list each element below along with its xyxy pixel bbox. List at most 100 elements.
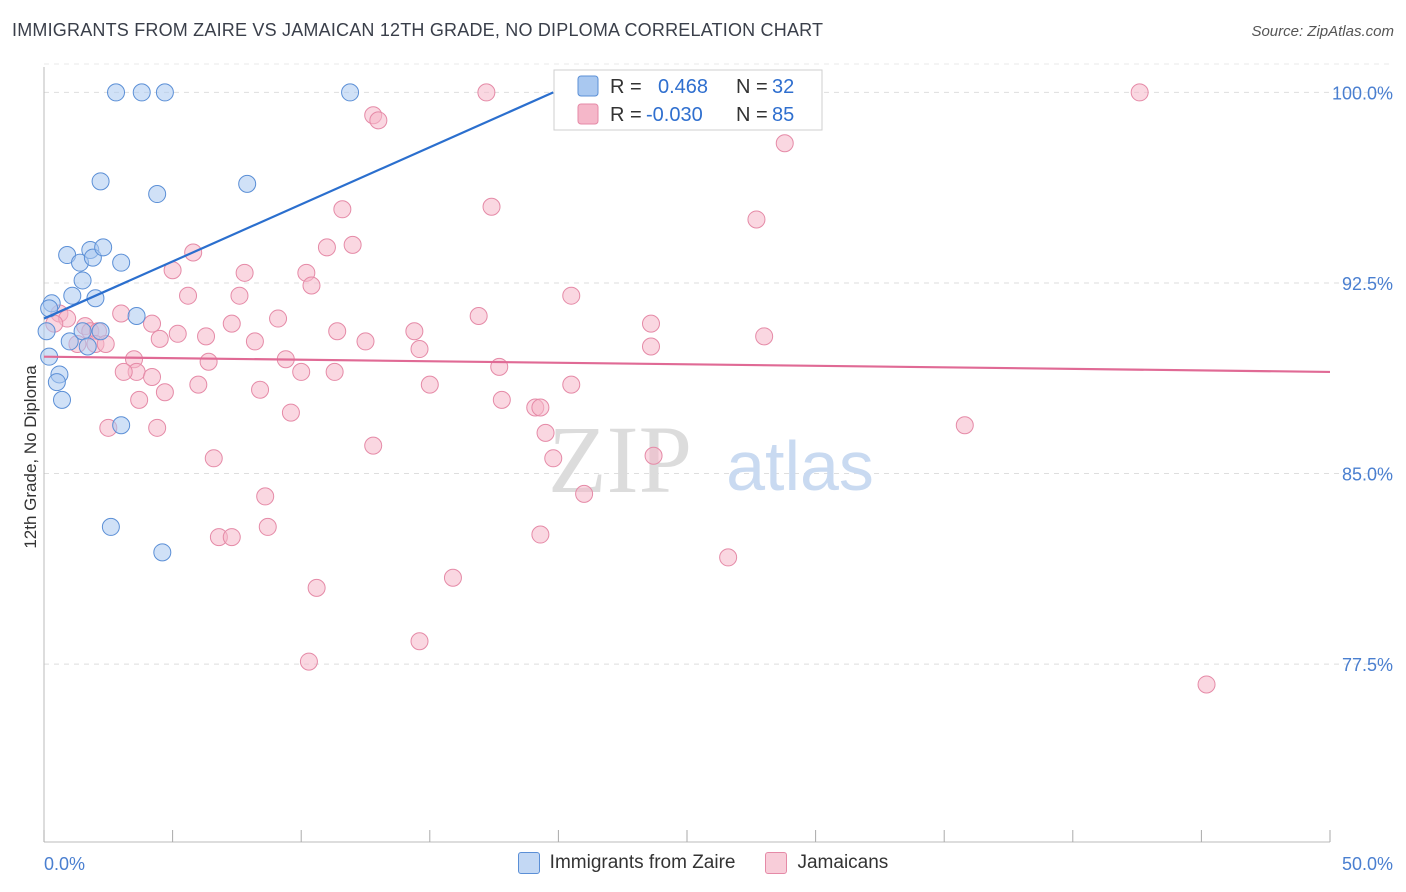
stats-legend: R = 0.468 N = 32 R = -0.030 N = 85 bbox=[553, 69, 823, 131]
axes bbox=[43, 67, 1331, 843]
jamaicans-point bbox=[317, 238, 336, 257]
jamaicans-point bbox=[1197, 675, 1216, 694]
zaire-point bbox=[37, 322, 56, 341]
y-axis-label: 12th Grade, No Diploma bbox=[21, 365, 40, 549]
jamaicans-point bbox=[258, 517, 277, 536]
jamaicans-point bbox=[114, 362, 133, 381]
jamaicans-point bbox=[222, 314, 241, 333]
zaire-point bbox=[63, 286, 82, 305]
zaire-point bbox=[127, 307, 146, 326]
y-tick-label: 92.5% bbox=[1342, 274, 1393, 294]
zaire-point bbox=[341, 83, 360, 102]
jamaicans-point bbox=[197, 327, 216, 346]
legend-swatch-jamaicans bbox=[577, 103, 599, 125]
legend-item-zaire: Immigrants from Zaire bbox=[517, 852, 736, 874]
jamaicans-point bbox=[477, 83, 496, 102]
jamaicans-point bbox=[148, 418, 167, 437]
zaire-point bbox=[53, 390, 72, 409]
jamaicans-point bbox=[112, 304, 131, 323]
bottom-legend: Immigrants from Zaire Jamaicans bbox=[0, 852, 1406, 874]
jamaicans-point bbox=[531, 525, 550, 544]
zaire-point bbox=[91, 172, 110, 191]
zaire-point bbox=[60, 332, 79, 351]
jamaicans-point bbox=[719, 548, 738, 567]
jamaicans-point bbox=[307, 578, 326, 597]
zaire-point bbox=[94, 238, 113, 257]
jamaicans-point bbox=[222, 528, 241, 547]
jamaicans-point bbox=[302, 276, 321, 295]
jamaicans-points bbox=[45, 83, 1216, 694]
jamaicans-point bbox=[292, 362, 311, 381]
zaire-point bbox=[73, 322, 92, 341]
jamaicans-point bbox=[443, 568, 462, 587]
jamaicans-point bbox=[356, 332, 375, 351]
jamaicans-point bbox=[490, 357, 509, 376]
jamaicans-point bbox=[251, 380, 270, 399]
legend-r-label-zaire: R = bbox=[610, 76, 642, 98]
jamaicans-point bbox=[245, 332, 264, 351]
jamaicans-point bbox=[155, 383, 174, 402]
zaire-point bbox=[148, 185, 167, 204]
trend-lines bbox=[43, 91, 1331, 374]
jamaicans-point bbox=[235, 263, 254, 282]
zaire-point bbox=[112, 253, 131, 272]
zaire-point bbox=[132, 83, 151, 102]
jamaicans-point bbox=[755, 327, 774, 346]
zaire-point bbox=[107, 83, 126, 102]
jamaicans-point bbox=[369, 111, 388, 130]
jamaicans-point bbox=[405, 322, 424, 341]
jamaicans-point bbox=[410, 632, 429, 651]
watermark-atlas: atlas bbox=[726, 427, 874, 505]
legend-swatch-zaire bbox=[577, 75, 599, 97]
legend-n-value-jamaicans: 85 bbox=[772, 104, 794, 126]
jamaicans-point bbox=[562, 375, 581, 394]
zaire-point bbox=[155, 83, 174, 102]
legend-swatch-zaire-bottom bbox=[517, 852, 540, 874]
tick-labels: 100.0% 92.5% 85.0% 77.5% 0.0% 50.0% bbox=[44, 83, 1393, 874]
jamaicans-point bbox=[325, 362, 344, 381]
chart-title: IMMIGRANTS FROM ZAIRE VS JAMAICAN 12TH G… bbox=[12, 20, 824, 40]
jamaicans-point bbox=[189, 375, 208, 394]
jamaicans-point bbox=[492, 390, 511, 409]
legend-swatch-jamaicans-bottom bbox=[765, 852, 788, 874]
jamaicans-point bbox=[168, 324, 187, 343]
zaire-point bbox=[78, 337, 97, 356]
legend-label-jamaicans: Jamaicans bbox=[797, 852, 889, 873]
jamaicans-point bbox=[269, 309, 288, 328]
legend-r-value-zaire: 0.468 bbox=[658, 76, 708, 98]
jamaicans-point bbox=[230, 286, 249, 305]
jamaicans-point bbox=[150, 329, 169, 348]
legend-r-label-jamaicans: R = bbox=[610, 104, 642, 126]
legend-label-zaire: Immigrants from Zaire bbox=[549, 852, 736, 873]
jamaicans-point bbox=[143, 314, 162, 333]
legend-n-label-jamaicans: N = bbox=[736, 104, 768, 126]
zaire-point bbox=[153, 543, 172, 562]
zaire-point bbox=[91, 322, 110, 341]
jamaicans-point bbox=[410, 340, 429, 359]
source-label: Source: ZipAtlas.com bbox=[1251, 23, 1394, 40]
jamaicans-point bbox=[420, 375, 439, 394]
jamaicans-point bbox=[179, 286, 198, 305]
legend-r-value-jamaicans: -0.030 bbox=[646, 104, 703, 126]
jamaicans-point bbox=[143, 368, 162, 386]
y-tick-label: 85.0% bbox=[1342, 465, 1393, 485]
jamaicans-point bbox=[531, 398, 550, 417]
legend-item-jamaicans: Jamaicans bbox=[765, 852, 888, 874]
jamaicans-point bbox=[204, 449, 223, 468]
jamaicans-point bbox=[562, 286, 581, 305]
zaire-point bbox=[47, 373, 66, 392]
jamaicans-point bbox=[199, 352, 218, 371]
jamaicans-point bbox=[281, 403, 300, 422]
legend-n-label-zaire: N = bbox=[736, 76, 768, 98]
zaire-point bbox=[101, 517, 120, 536]
jamaicans-point bbox=[544, 449, 563, 468]
jamaicans-point bbox=[641, 337, 660, 356]
watermark-zip: ZIP bbox=[548, 406, 692, 513]
jamaicans-point bbox=[299, 652, 318, 671]
jamaicans-point bbox=[1130, 83, 1149, 102]
zaire-trend-line bbox=[43, 91, 554, 320]
jamaicans-point bbox=[641, 314, 660, 333]
legend-n-value-zaire: 32 bbox=[772, 76, 794, 98]
jamaicans-point bbox=[333, 200, 352, 219]
